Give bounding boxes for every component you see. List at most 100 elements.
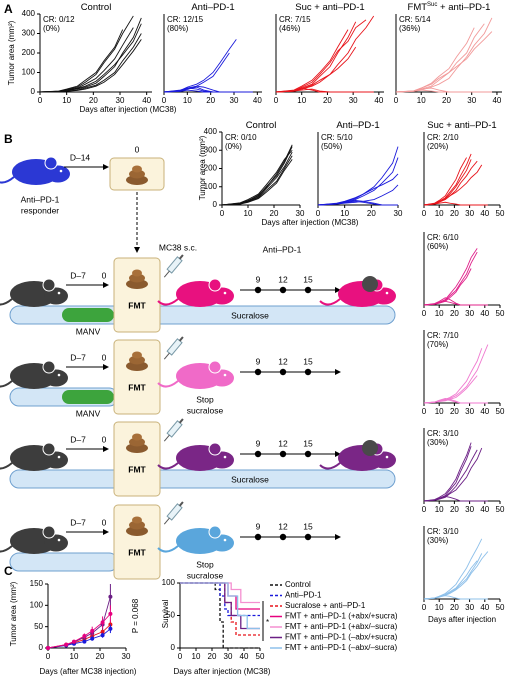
x-tick-label: 40 (492, 96, 501, 105)
growth-curve (423, 300, 488, 306)
dose-label: 12 (278, 274, 288, 284)
mouse (0, 156, 70, 185)
syringe-barrel (166, 256, 183, 274)
mouse-head (44, 451, 68, 469)
fmt-label: FMT (128, 382, 146, 392)
mouse (0, 360, 68, 389)
title-text: Suc + anti–PD-1 (427, 120, 496, 131)
stool (132, 269, 142, 277)
y-tick-label: 300 (22, 29, 36, 38)
mouse-tail (0, 380, 13, 388)
growth-curve (423, 399, 488, 404)
dose-label: 15 (303, 356, 313, 366)
mouse (0, 278, 68, 307)
dose-label: 15 (303, 274, 313, 284)
x-tick-label: 30 (349, 96, 358, 105)
mouse-tail (319, 462, 341, 470)
mouse-head (210, 451, 234, 469)
stool (132, 165, 142, 173)
y-axis-label: Survival (161, 600, 170, 629)
mouse-head (210, 287, 234, 305)
mouse-tail (157, 462, 179, 470)
legend-label: FMT + anti–PD-1 (+abx/+sucra) (285, 612, 398, 621)
x-tick-label: 10 (435, 407, 444, 416)
mouse-eye (223, 373, 227, 377)
y-tick-label: 100 (162, 578, 176, 587)
dose-dot (279, 368, 287, 376)
mouse-eye (59, 169, 63, 173)
x-tick-label: 0 (422, 505, 427, 514)
growth-curve (423, 551, 489, 600)
mouse-eye (57, 291, 61, 295)
drink-label: Sucralose (231, 474, 269, 484)
dose-dot (254, 533, 262, 541)
legend-label: FMT + anti–PD-1 (–abx/–sucra) (285, 643, 397, 652)
stool (126, 361, 148, 371)
x-tick-label: 0 (38, 96, 43, 105)
mouse-tail (319, 298, 341, 306)
mouse-head (372, 287, 396, 305)
mouse-tail (0, 545, 13, 553)
cr-label: CR: 3/10 (427, 527, 459, 536)
day-label: 0 (135, 144, 140, 154)
panel-label: A (4, 2, 13, 16)
x-tick-label: 20 (442, 96, 451, 105)
cr-percent: (50%) (321, 142, 343, 151)
x-tick-label: 10 (435, 603, 444, 612)
growth-curve (423, 164, 483, 206)
growth-curve (423, 447, 483, 502)
x-tick-label: 20 (450, 209, 459, 218)
x-tick-label: 40 (374, 96, 383, 105)
mouse-head (44, 534, 68, 552)
x-tick-label: 0 (46, 652, 51, 661)
tumor (362, 440, 378, 456)
cr-percent: (0%) (225, 142, 242, 151)
x-tick-label: 0 (422, 209, 427, 218)
abx-label: MANV (76, 326, 101, 336)
point (100, 629, 105, 634)
drink-label: Sucralose (231, 310, 269, 320)
cr-label: CR: 12/15 (167, 15, 204, 24)
x-tick-label: 0 (422, 407, 427, 416)
x-tick-label: 20 (208, 652, 217, 661)
day-label: D–14 (70, 152, 91, 162)
x-tick-label: 20 (367, 209, 376, 218)
day-label: 0 (102, 270, 107, 280)
syringe-barrel (166, 503, 183, 521)
dose-label: 12 (278, 438, 288, 448)
legend-label: FMT + anti–PD-1 (–abx/+sucra) (285, 633, 398, 642)
mouse-head (210, 369, 234, 387)
stool (129, 520, 145, 530)
drink-label: Stop (196, 559, 214, 569)
day-label: D–7 (70, 270, 86, 280)
growth-curve (163, 39, 237, 93)
title-text: Control (81, 2, 112, 13)
syringe-plunger (178, 418, 184, 424)
mouse (0, 442, 68, 471)
stool-icon (126, 516, 148, 536)
stool-icon (126, 165, 148, 185)
stool (126, 526, 148, 536)
growth-curve (317, 146, 399, 206)
mouse (157, 360, 234, 389)
mouse-eye (57, 538, 61, 542)
growth-curve (423, 553, 483, 600)
mouse-eye (57, 455, 61, 459)
growth-curve (395, 31, 493, 93)
title-text: FMT (408, 2, 428, 13)
x-tick-label: 20 (450, 407, 459, 416)
legend-label: Sucralose + anti–PD-1 (285, 601, 366, 610)
dose-label: 9 (256, 521, 261, 531)
point (72, 639, 76, 644)
cr-percent: (80%) (167, 24, 189, 33)
x-tick-label: 10 (244, 209, 253, 218)
day-label: D–7 (70, 517, 86, 527)
x-tick-label: 10 (297, 96, 306, 105)
mouse-eye (223, 455, 227, 459)
growth-curve (395, 27, 475, 93)
dose-dot (279, 286, 287, 294)
dose-label: 9 (256, 274, 261, 284)
x-tick-label: 40 (480, 407, 489, 416)
cr-percent: (60%) (427, 242, 449, 251)
y-tick-label: 0 (171, 643, 176, 652)
